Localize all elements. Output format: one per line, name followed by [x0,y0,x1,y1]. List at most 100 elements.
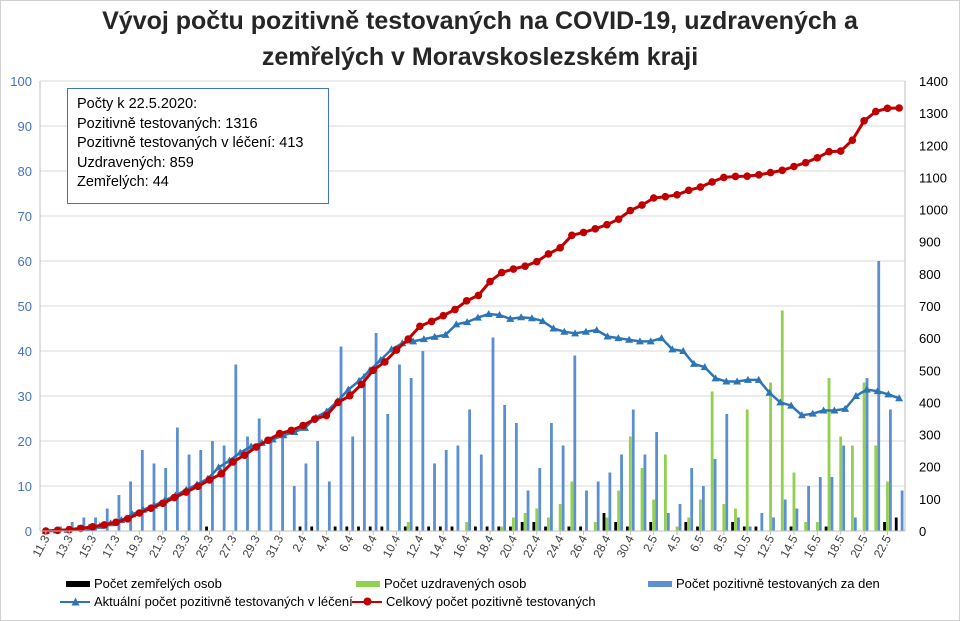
right-axis-tick-label: 600 [919,331,941,346]
x-axis-tick-label: 16.4 [450,533,473,560]
legend-swatch-total [352,597,382,607]
x-axis-tick-label: 10.4 [380,533,403,560]
bar [503,405,507,531]
legend-label-total: Celkový počet pozitivně testovaných [386,594,596,609]
series-point [495,311,504,318]
bar [760,513,764,531]
series-point [527,314,536,322]
bar [883,522,886,531]
right-axis-tick-label: 200 [919,460,941,475]
right-axis-tick-label: 1100 [919,170,947,185]
bar [538,468,542,531]
legend-label-recovered: Počet uzdravených osob [384,576,527,591]
series-point [871,107,880,116]
bar [362,373,366,531]
bar [640,468,644,531]
bar [292,486,296,531]
legend-item-daily: Počet pozitivně testovaných za den [648,576,880,591]
bar [357,526,360,531]
bar [547,517,550,531]
series-point [287,426,296,435]
x-axis-tick-label: 13.3 [53,533,76,560]
series-point [657,334,666,342]
bar [614,522,618,531]
x-axis-tick-label: 28.4 [590,533,613,560]
bar [532,522,536,531]
bar [512,517,515,531]
x-axis-tick-label: 20.5 [847,533,870,560]
bar [827,378,831,531]
left-axis-tick-label: 20 [18,434,32,449]
bar [894,517,898,531]
bar [748,526,752,531]
bar [579,526,583,531]
bar [842,445,846,531]
bar [205,526,208,531]
right-axis-tick-label: 500 [919,363,941,378]
left-axis-tick-label: 70 [18,209,32,224]
bar [602,513,606,531]
x-axis-tick-label: 22.5 [871,533,894,560]
legend-label-active: Aktuální počet pozitivně testovaných v l… [94,594,353,609]
bar [807,486,810,531]
bar [737,517,740,531]
bar [605,517,609,531]
bar [129,481,133,531]
right-axis-tick-label: 300 [919,428,941,443]
bar [631,409,635,531]
series-point [830,406,839,414]
bar [690,468,694,531]
series-point [560,327,569,335]
line-series [41,104,904,535]
x-axis-tick-label: 16.5 [801,533,824,560]
left-axis-tick-label: 80 [18,164,32,179]
bar [450,526,454,531]
x-axis-tick-label: 24.4 [543,533,566,560]
bar [473,526,477,531]
x-axis-tick-label: 26.4 [567,533,590,560]
bar [558,504,562,531]
series-point [696,183,705,191]
x-axis-tick-label: 11.3 [30,533,53,560]
series-point [790,162,798,171]
series-point [65,525,74,534]
series-point [310,415,319,423]
bar [617,490,621,531]
bar [175,427,179,531]
x-axis-tick-label: 22.4 [520,533,543,560]
bar [409,378,413,531]
bar [421,351,425,531]
x-axis-tick-label: 18.4 [473,533,496,560]
x-axis-tick-label: 12.5 [754,533,777,560]
series-point [755,171,763,179]
bar [199,450,203,531]
series-point [517,313,526,321]
series-point [731,172,740,181]
bar [310,526,314,531]
right-axis-tick-label: 1200 [919,138,948,153]
series-point [544,250,553,258]
series-point [135,509,144,517]
series-point [88,523,97,531]
bar [281,436,284,531]
series-point [591,225,600,233]
bar [570,481,574,531]
x-axis-tick-label: 18.5 [824,533,847,560]
right-axis-tick-label: 400 [919,395,941,410]
series-point [264,436,272,445]
series-point [614,215,623,224]
x-axis-tick-label: 20.4 [497,533,520,560]
x-axis-tick-label: 17.3 [99,533,122,560]
bar [468,409,472,531]
legend-swatch-recovered [356,580,380,587]
bar [628,436,632,531]
series-point [684,186,693,195]
series-point [214,463,223,471]
legend-swatch-active [60,597,90,607]
series-point [275,429,284,438]
x-axis-tick-label: 25.3 [193,533,216,560]
bar [234,364,238,531]
series-point [486,277,494,286]
series-point [895,394,904,402]
